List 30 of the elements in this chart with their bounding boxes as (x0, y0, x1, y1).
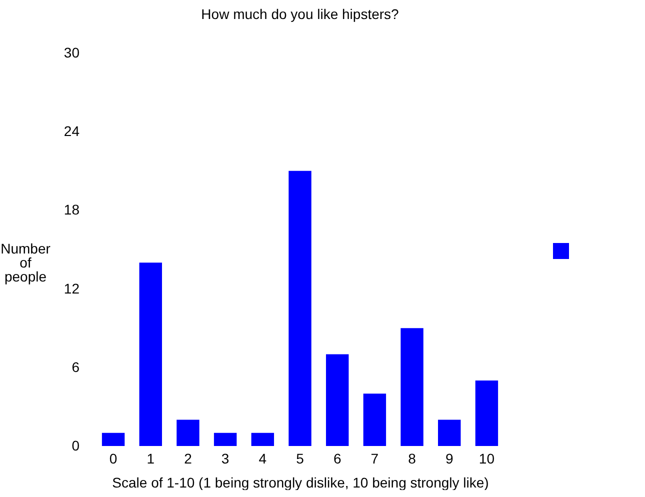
bar (288, 170, 312, 446)
bar (475, 380, 498, 446)
y-tick-label: 0 (72, 438, 80, 454)
x-tick-label: 0 (109, 450, 118, 466)
x-tick-label: 10 (478, 450, 495, 466)
y-tick-label: 30 (64, 44, 80, 60)
y-tick-label: 12 (64, 280, 80, 296)
y-tick-label: 6 (72, 358, 80, 375)
y-axis-title: Number of people (0, 240, 51, 284)
bar (139, 262, 162, 446)
x-tick-label: 8 (408, 450, 416, 466)
bar (438, 420, 461, 446)
x-tick-label: 2 (184, 450, 192, 466)
bar (326, 354, 349, 446)
bar (102, 432, 125, 446)
bar (214, 432, 237, 446)
x-tick-label: 9 (445, 450, 454, 466)
x-tick-label: 7 (370, 450, 379, 466)
bar (363, 394, 386, 446)
bar (400, 328, 424, 446)
y-tick-label: 18 (64, 202, 80, 218)
x-tick-label: 3 (221, 450, 230, 466)
x-tick-label: 5 (296, 450, 304, 466)
x-tick-label: 6 (333, 450, 342, 466)
x-tick-label: 4 (258, 450, 267, 466)
bar (251, 432, 274, 446)
chart-title: How much do you like hipsters? (201, 6, 400, 22)
y-tick-label: 24 (64, 123, 80, 140)
bar (176, 420, 200, 446)
x-tick-label: 1 (146, 450, 155, 466)
